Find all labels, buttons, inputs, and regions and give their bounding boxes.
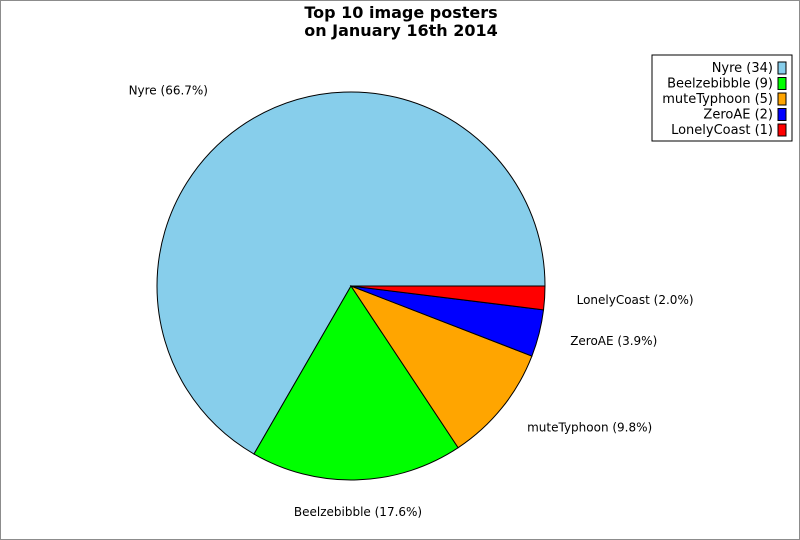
slice-labels: Nyre (66.7%) Beelzebibble (17.6%) muteTyph… [129, 83, 694, 519]
chart-title-line-1: Top 10 image posters [304, 3, 497, 22]
legend-swatch-lonelycoast [777, 123, 787, 137]
slice-label-mutetyphoon: muteTyphoon (9.8%) [527, 421, 652, 435]
pie-slice-beelzebibble [253, 285, 459, 481]
legend: Nyre (34)Beelzebibble (9)muteTyphoon (5)… [651, 54, 793, 142]
pie-slice-mutetyphoon [349, 284, 533, 449]
legend-swatch-nyre [777, 61, 787, 75]
slice-label-nyre: Nyre (66.7%) [129, 83, 208, 97]
slice-label-zeroae: ZeroAE (3.9%) [570, 334, 657, 348]
slice-label-lonelycoast: LonelyCoast (2.0%) [577, 293, 694, 307]
chart-title-line-2: on January 16th 2014 [304, 21, 498, 40]
slice-label-beelzebibble: Beelzebibble (17.6%) [294, 505, 422, 519]
pie-slices [156, 91, 546, 481]
legend-label-beelzebibble: Beelzebibble (9) [667, 77, 773, 92]
chart-title: Top 10 image posters on January 16th 201… [304, 3, 498, 40]
legend-swatch-beelzebibble [777, 77, 787, 90]
legend-swatch-zeroae [777, 108, 787, 121]
pie-slice-nyre [156, 91, 546, 455]
legend-label-nyre: Nyre (34) [712, 61, 773, 76]
pie-slice-lonelycoast [350, 285, 546, 311]
legend-swatch-mutetyphoon [777, 92, 787, 106]
legend-label-zeroae: ZeroAE (2) [703, 108, 773, 123]
legend-label-lonelycoast: LonelyCoast (1) [671, 123, 773, 138]
legend-box [651, 54, 793, 142]
legend-label-mutetyphoon: muteTyphoon (5) [662, 92, 773, 107]
